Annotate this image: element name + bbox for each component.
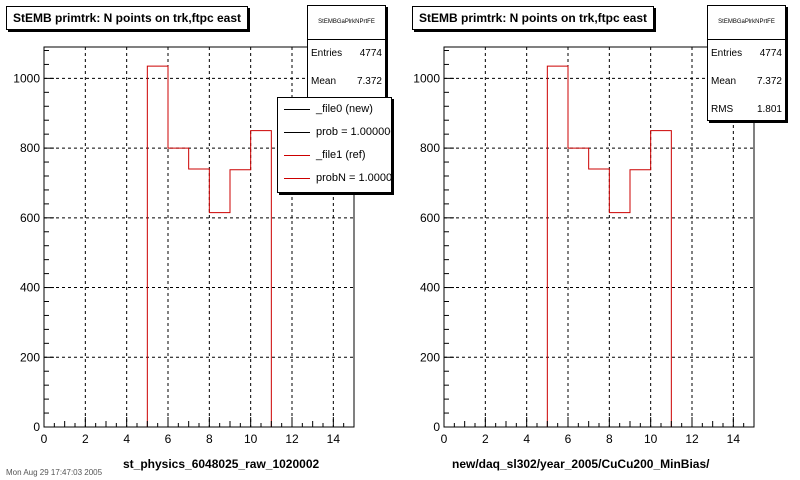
left-ytick-label-400: 400 <box>20 281 40 295</box>
footer-timestamp: Mon Aug 29 17:47:03 2005 <box>6 468 103 477</box>
left-stats-entries-row: Entries 4774 <box>308 40 385 68</box>
legend-label-file0: _file0 (new) <box>316 103 373 115</box>
left-ytick-label-600: 600 <box>20 211 40 225</box>
left-entries-value: 4774 <box>359 48 382 59</box>
right-bin-9 <box>630 170 651 427</box>
legend-swatch-prob <box>284 132 310 133</box>
right-xtick-label-6: 6 <box>565 432 572 446</box>
right-ytick-label-400: 400 <box>420 281 440 295</box>
left-mean-value: 7.372 <box>356 76 382 87</box>
left-stats-box: StEMBGaPlrkNPrtFE Entries 4774 Mean 7.37… <box>307 5 386 98</box>
left-mean-label: Mean <box>311 76 337 87</box>
left-stats-name: StEMBGaPlrkNPrtFE <box>308 6 385 40</box>
left-entries-label: Entries <box>311 48 343 59</box>
left-xtick-label-4: 4 <box>123 432 130 446</box>
right-ytick-label-200: 200 <box>420 350 440 364</box>
right-x-axis-label: new/daq_sl302/year_2005/CuCu200_MinBias/ <box>452 457 710 471</box>
right-mean-value: 7.372 <box>756 76 782 87</box>
right-entries-value: 4774 <box>759 48 782 59</box>
right-stats-name: StEMBGaPlrkNPrtFE <box>708 6 785 40</box>
left-ytick-label-0: 0 <box>33 420 40 434</box>
right-ytick-label-1000: 1000 <box>413 71 440 85</box>
legend-swatch-probn <box>284 178 310 179</box>
legend-swatch-file1 <box>284 155 310 156</box>
legend-item-probn: probN = 1.000000 <box>278 167 391 190</box>
right-plot-area <box>444 47 754 427</box>
left-legend: _file0 (new) prob = 1.000000 _file1 (ref… <box>277 97 392 193</box>
right-entries-label: Entries <box>711 48 743 59</box>
right-bin-7 <box>589 169 610 427</box>
right-stats-mean-row: Mean 7.372 <box>708 68 785 96</box>
right-xtick-label-8: 8 <box>606 432 613 446</box>
right-stats-rms-row: RMS 1.801 <box>708 96 785 124</box>
right-stats-box: StEMBGaPlrkNPrtFE Entries 4774 Mean 7.37… <box>707 5 786 121</box>
right-xtick-label-14: 14 <box>727 432 741 446</box>
legend-item-file0: _file0 (new) <box>278 98 391 121</box>
left-bin-9 <box>230 170 251 427</box>
right-ytick-label-0: 0 <box>433 420 440 434</box>
left-bin-7 <box>189 169 210 427</box>
right-ytick-label-800: 800 <box>420 141 440 155</box>
right-bin-8 <box>609 213 630 427</box>
right-ytick-label-600: 600 <box>420 211 440 225</box>
right-plot: 0 2 4 6 8 10 12 14 0 200 400 600 800 1000 <box>413 46 755 446</box>
right-xtick-label-0: 0 <box>441 432 448 446</box>
right-xtick-label-12: 12 <box>685 432 699 446</box>
left-bin-8 <box>209 213 230 427</box>
left-xtick-label-8: 8 <box>206 432 213 446</box>
left-xtick-label-12: 12 <box>285 432 299 446</box>
right-bin-5 <box>547 66 568 427</box>
right-bin-6 <box>568 148 589 427</box>
right-stats-entries-row: Entries 4774 <box>708 40 785 68</box>
left-x-axis-label: st_physics_6048025_raw_1020002 <box>123 457 320 471</box>
legend-label-file1: _file1 (ref) <box>316 149 366 161</box>
right-rms-label: RMS <box>711 104 734 115</box>
legend-swatch-file0 <box>284 109 310 110</box>
right-mean-label: Mean <box>711 76 737 87</box>
right-rms-value: 1.801 <box>756 104 782 115</box>
left-bin-10 <box>251 131 272 427</box>
left-xtick-label-10: 10 <box>244 432 258 446</box>
left-bin-6 <box>168 148 189 427</box>
left-ytick-label-1000: 1000 <box>13 71 40 85</box>
right-xtick-label-4: 4 <box>523 432 530 446</box>
right-histogram-title: StEMB primtrk: N points on trk,ftpc east <box>412 6 655 30</box>
left-xtick-label-6: 6 <box>165 432 172 446</box>
left-stats-mean-row: Mean 7.372 <box>308 68 385 96</box>
left-histogram-title: StEMB primtrk: N points on trk,ftpc east <box>6 6 249 30</box>
left-ytick-label-800: 800 <box>20 141 40 155</box>
legend-item-file1: _file1 (ref) <box>278 144 391 167</box>
legend-label-prob: prob = 1.000000 <box>316 126 392 138</box>
right-xtick-label-2: 2 <box>482 432 489 446</box>
left-xtick-label-0: 0 <box>41 432 48 446</box>
left-xtick-label-2: 2 <box>82 432 89 446</box>
legend-label-probn: probN = 1.000000 <box>316 172 392 184</box>
left-bin-5 <box>147 66 168 427</box>
right-xtick-label-10: 10 <box>644 432 658 446</box>
legend-item-prob: prob = 1.000000 <box>278 121 391 144</box>
right-bin-10 <box>651 131 672 427</box>
left-xtick-label-14: 14 <box>327 432 341 446</box>
left-ytick-label-200: 200 <box>20 350 40 364</box>
